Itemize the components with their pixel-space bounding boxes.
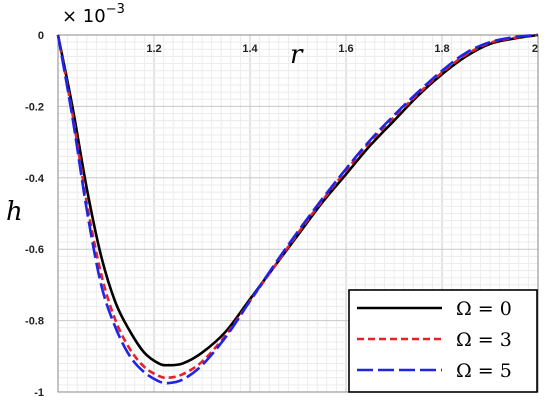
legend-label: Ω = 5	[456, 360, 512, 382]
x-tick-label: 1.2	[146, 43, 161, 55]
y-tick-label: -0.6	[25, 244, 44, 256]
series-line-omega-2	[56, 33, 539, 385]
y-axis-label: h	[6, 197, 23, 227]
x-tick-label: 1.8	[434, 43, 449, 55]
legend-label: Ω = 0	[456, 298, 512, 320]
y-tick-label: 0	[38, 30, 44, 42]
y-tick-label: -0.4	[25, 173, 45, 185]
y-tick-label: -0.2	[25, 101, 44, 113]
y-tick-labels: 0 -0.2 -0.4 -0.6 -0.8 -1	[25, 30, 45, 399]
series-lines	[56, 33, 539, 385]
y-tick-label: -1	[34, 387, 44, 399]
legend-label: Ω = 3	[456, 329, 512, 351]
x-axis-label: r	[290, 40, 304, 70]
scale-label: × 10−3	[62, 2, 125, 27]
x-tick-label: 2	[532, 43, 538, 55]
x-tick-label: 1.4	[242, 43, 258, 55]
x-tick-labels: 1.2 1.4 1.6 1.8 2	[146, 43, 538, 55]
y-tick-label: -0.8	[25, 316, 44, 328]
legend: Ω = 0 Ω = 3 Ω = 5	[348, 289, 538, 393]
x-tick-label: 1.6	[338, 43, 353, 55]
series-line-omega-1	[56, 33, 539, 380]
plot-frame	[57, 34, 539, 393]
